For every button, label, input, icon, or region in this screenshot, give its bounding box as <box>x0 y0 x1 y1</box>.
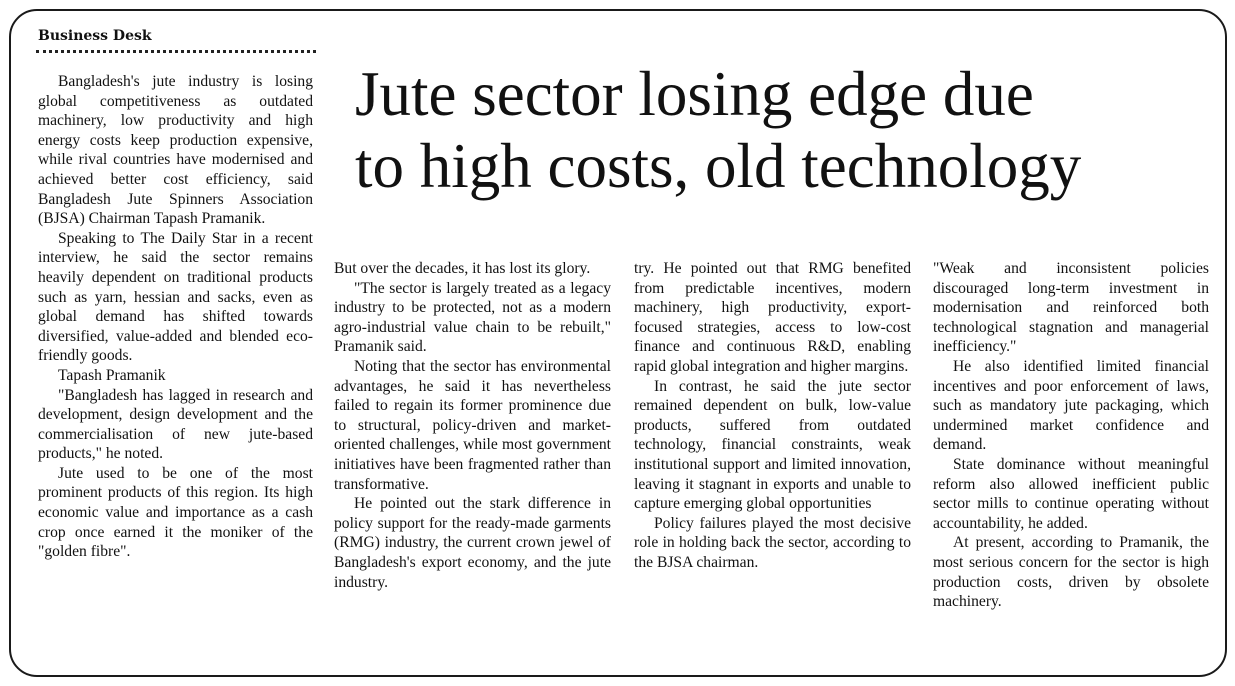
paragraph: Tapash Pramanik <box>58 366 166 384</box>
paragraph: At present, according to Pramanik, the m… <box>933 534 1209 611</box>
paragraph: Bangladesh's jute industry is losing glo… <box>38 73 313 228</box>
article-frame <box>9 9 1227 677</box>
column-4: "Weak and inconsistent policies discoura… <box>933 259 1209 612</box>
headline: Jute sector losing edge due to high cost… <box>355 58 1215 202</box>
column-2: But over the decades, it has lost its gl… <box>334 259 611 592</box>
headline-line-2: to high costs, old technology <box>355 131 1082 201</box>
paragraph: "The sector is largely treated as a lega… <box>334 279 611 356</box>
paragraph: "Weak and inconsistent policies discoura… <box>933 260 1209 356</box>
column-1: Bangladesh's jute industry is losing glo… <box>38 72 313 562</box>
paragraph: But over the decades, it has lost its gl… <box>334 260 591 277</box>
paragraph: Noting that the sector has environmental… <box>334 357 611 493</box>
paragraph: Policy failures played the most decisive… <box>634 514 911 571</box>
paragraph: Jute used to be one of the most prominen… <box>38 464 313 561</box>
paragraph: Speaking to The Daily Star in a recent i… <box>38 229 313 365</box>
dotted-rule <box>36 50 316 53</box>
paragraph: In contrast, he said the jute sector rem… <box>634 377 911 513</box>
paragraph: State dominance without meaningful refor… <box>933 455 1209 532</box>
paragraph: "Bangladesh has lagged in research and d… <box>38 386 313 463</box>
paragraph: He also identified limited financial inc… <box>933 357 1209 454</box>
headline-line-1: Jute sector losing edge due <box>355 59 1034 129</box>
section-label: Business Desk <box>38 28 152 44</box>
paragraph: He pointed out the stark difference in p… <box>334 495 611 591</box>
paragraph: try. He pointed out that RMG benefited f… <box>634 260 911 375</box>
column-3: try. He pointed out that RMG benefited f… <box>634 259 911 573</box>
